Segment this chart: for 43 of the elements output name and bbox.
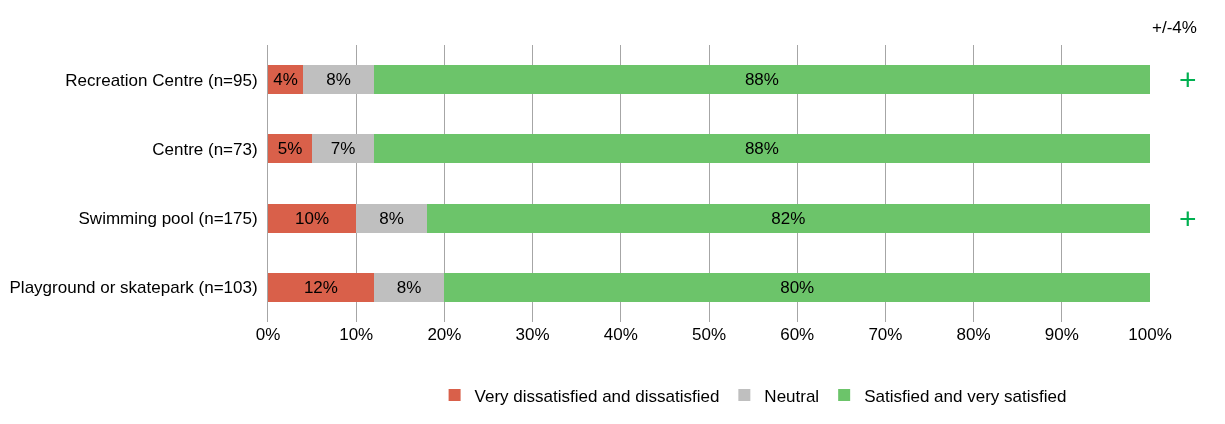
data-label: 88% [744, 70, 779, 90]
text: + [1179, 202, 1197, 235]
data-label: 7% [330, 139, 356, 159]
data-label: 8% [326, 70, 351, 90]
x-tick-label: 80% [956, 325, 991, 344]
data-label: 88% [744, 139, 779, 159]
legend-label: Neutral [764, 386, 820, 406]
y-tick-label: Recreation Centre (n=95) [65, 70, 258, 90]
legend-label: Very dissatisfied and dissatisfied [474, 386, 720, 406]
bar [426, 203, 1150, 233]
bar [373, 134, 1150, 164]
x-tick-label: 50% [691, 325, 727, 344]
bar [373, 272, 445, 302]
x-tick-label: 10% [339, 325, 374, 344]
x-tick-label: 90% [1044, 325, 1079, 344]
y-tick-label: Swimming pool (n=175) [78, 209, 258, 229]
data-label: 8% [379, 208, 404, 228]
legend-label: Satisfied and very satisfied [864, 386, 1067, 406]
y-tick-label: Playground or skatepark (n=103) [9, 278, 258, 298]
x-tick-label: 70% [868, 325, 903, 344]
bar [268, 272, 374, 302]
bar [444, 272, 1150, 302]
bar [356, 203, 427, 233]
data-label: 5% [277, 139, 303, 159]
x-tick-label: 60% [780, 325, 815, 344]
x-tick-label: 0% [255, 325, 281, 344]
bar [312, 134, 374, 164]
text: + [1179, 63, 1197, 96]
data-label: 10% [295, 208, 330, 228]
bar [303, 65, 374, 95]
x-tick-label: 100% [1128, 325, 1172, 344]
bar [268, 203, 357, 233]
data-label: 12% [303, 277, 338, 297]
text: +/-4% [1152, 18, 1197, 37]
bar [373, 65, 1150, 95]
x-tick-label: 40% [603, 325, 638, 344]
data-label: 80% [780, 277, 815, 297]
data-label: 4% [273, 70, 298, 90]
data-label: 8% [396, 277, 422, 297]
x-tick-label: 30% [515, 325, 550, 344]
data-label: 82% [771, 208, 806, 228]
x-tick-label: 20% [427, 325, 462, 344]
y-tick-label: Centre (n=73) [152, 139, 258, 159]
